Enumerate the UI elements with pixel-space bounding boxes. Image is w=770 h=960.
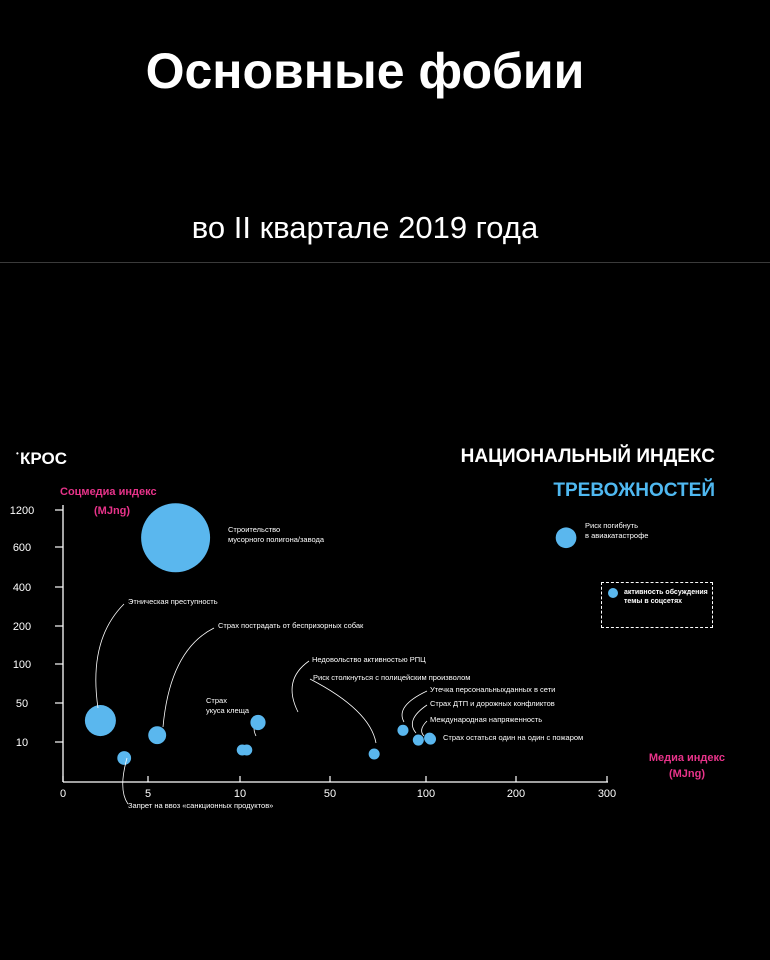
leader-line bbox=[291, 660, 310, 713]
y-tick-label: 10 bbox=[16, 737, 28, 749]
data-point bbox=[84, 705, 116, 737]
y-tick-label: 50 bbox=[16, 698, 28, 710]
data-point bbox=[424, 733, 437, 745]
data-label: Утечка персональныхданных в сети bbox=[430, 685, 555, 694]
leader-line bbox=[401, 690, 428, 723]
data-label: Страх остаться один на один с пожаром bbox=[443, 733, 583, 742]
chart-title-line-1: НАЦИОНАЛЬНЫЙ ИНДЕКС bbox=[460, 446, 715, 467]
x-tick-label: 200 bbox=[507, 788, 525, 800]
y-tick-label: 400 bbox=[13, 582, 31, 594]
data-label: Страх ДТП и дорожных конфликтов bbox=[430, 699, 555, 708]
data-point bbox=[148, 726, 167, 745]
x-tick-label: 300 bbox=[598, 788, 616, 800]
leader-line bbox=[162, 627, 215, 728]
data-label: мусорного полигона/завода bbox=[228, 535, 325, 544]
x-tick-label: 0 bbox=[60, 788, 66, 800]
leader-line bbox=[122, 757, 129, 805]
y-tick-label: 100 bbox=[13, 659, 31, 671]
data-label: укуса клеща bbox=[206, 706, 250, 715]
x-tick-label: 5 bbox=[145, 788, 151, 800]
data-label: Недовольство активностью РПЦ bbox=[312, 655, 426, 664]
data-point bbox=[412, 734, 424, 746]
data-label: Запрет на ввоз «санкционных продуктов» bbox=[128, 801, 273, 810]
data-point bbox=[368, 748, 380, 760]
chart-title-line-2: ТРЕВОЖНОСТЕЙ bbox=[553, 480, 715, 501]
x-tick-label: 100 bbox=[417, 788, 435, 800]
data-point bbox=[250, 714, 266, 731]
data-label: Этническая преступность bbox=[128, 597, 218, 606]
data-point bbox=[397, 724, 409, 736]
data-point bbox=[555, 527, 577, 549]
y-tick-label: 200 bbox=[13, 621, 31, 633]
legend: активность обсуждения темы в соцсетях bbox=[601, 582, 713, 628]
data-label: Страх пострадать от беспризорных собак bbox=[218, 621, 364, 630]
legend-marker-icon bbox=[608, 588, 618, 598]
leader-line bbox=[411, 704, 428, 734]
x-axis-label-line-2: (MJng) bbox=[668, 768, 705, 780]
page-subtitle: во II квартале 2019 года bbox=[191, 210, 539, 245]
data-label: Риск столкнуться с полицейским произволо… bbox=[313, 673, 470, 682]
x-axis-label-line-1: Медиа индекс bbox=[648, 752, 725, 764]
y-tick-label: 1200 bbox=[10, 505, 34, 517]
legend-text: активность обсуждения темы в соцсетях bbox=[624, 589, 708, 605]
data-label: Риск погибнуть bbox=[585, 521, 638, 530]
data-point bbox=[241, 744, 253, 756]
data-label: в авиакатастрофе bbox=[585, 531, 648, 540]
x-tick-label: 50 bbox=[324, 788, 336, 800]
y-axis-label-line-2: (MJng) bbox=[94, 505, 131, 517]
data-label: Страх bbox=[206, 696, 227, 705]
leader-line bbox=[421, 720, 428, 737]
divider bbox=[0, 262, 770, 263]
leader-line bbox=[95, 603, 125, 709]
data-label: Строительство bbox=[228, 525, 280, 534]
page-title: Основные фобии bbox=[145, 43, 585, 99]
data-label: Международная напряженность bbox=[430, 715, 542, 724]
brand-logo: КРОС bbox=[20, 449, 67, 468]
data-point bbox=[141, 503, 211, 573]
y-axis-label-line-1: Соцмедиа индекс bbox=[60, 486, 157, 498]
x-tick-label: 10 bbox=[234, 788, 246, 800]
leader-line bbox=[309, 678, 377, 744]
brand-dot-icon: • bbox=[16, 449, 19, 458]
y-tick-label: 600 bbox=[13, 542, 31, 554]
data-point bbox=[117, 751, 132, 765]
